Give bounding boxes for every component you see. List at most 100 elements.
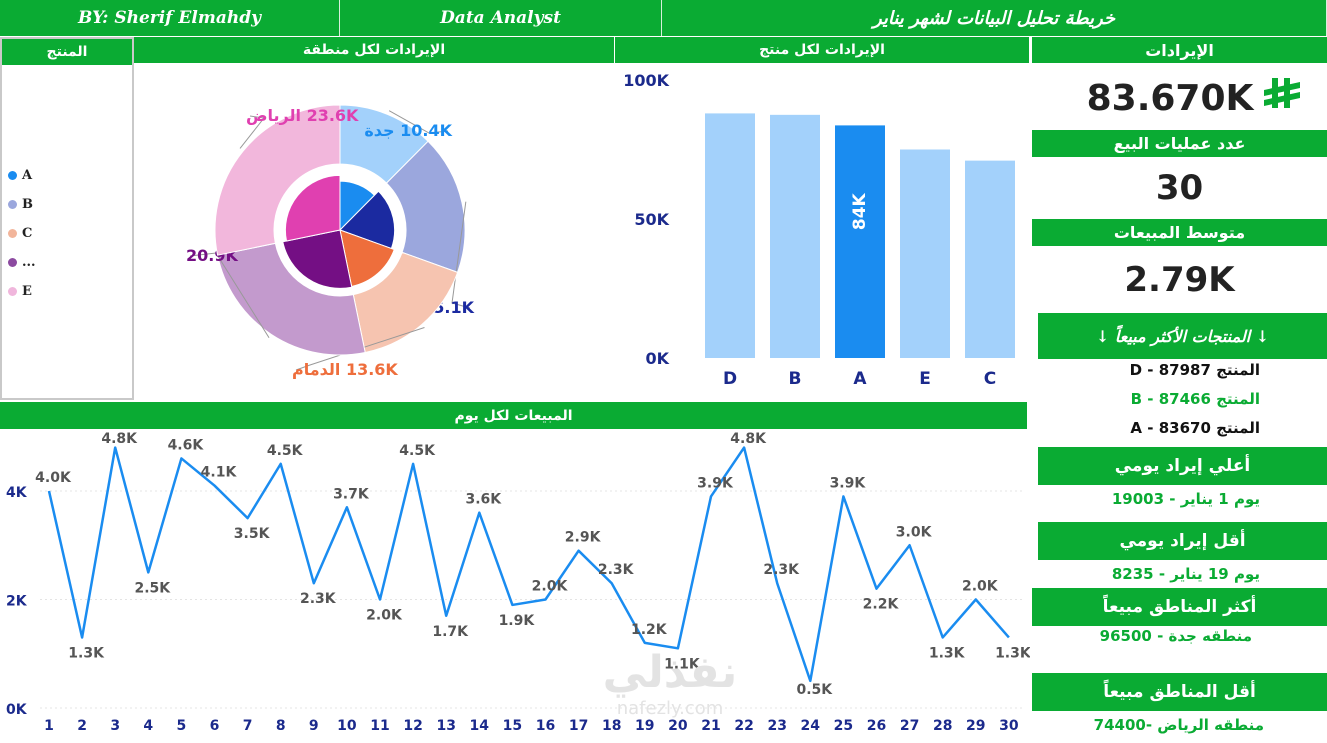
line-xtick-2: 2: [77, 718, 87, 734]
role-label: Data Analyst: [340, 0, 662, 36]
pie-inner-slice-3[interactable]: [282, 229, 353, 289]
line-data-label-30: 1.3K: [995, 645, 1030, 661]
line-xtick-9: 9: [309, 718, 319, 734]
slicer-item-0[interactable]: A: [8, 161, 36, 190]
line-data-label-29: 2.0K: [962, 579, 999, 595]
bar-xtick-A: A: [853, 369, 867, 389]
line-xtick-20: 20: [668, 718, 688, 734]
line-xtick-4: 4: [143, 718, 153, 734]
daily-sales-line[interactable]: [47, 446, 1010, 683]
line-data-label-20: 1.1K: [664, 656, 701, 672]
slicer-item-dot: [8, 171, 17, 180]
top-products-title: ↓ المنتجات الأكثر مبيعاً ↓: [1038, 313, 1327, 359]
pie-outer-slice-3[interactable]: [216, 242, 366, 356]
line-xtick-28: 28: [933, 718, 952, 734]
line-data-label-3: 4.8K: [101, 431, 138, 447]
daily-line-chart: 4K 2K 0K 4.0K 1 1.3K 2 4.8K 3 2.5K 4 4.6K 5 4.1K 6 3.5K…: [6, 431, 1030, 734]
min-daily-value: يوم 19 يناير - 8235: [1111, 565, 1260, 583]
line-data-label-5: 4.6K: [168, 437, 205, 453]
line-xtick-3: 3: [110, 718, 120, 734]
line-data-label-15: 1.9K: [499, 613, 536, 629]
bar-D[interactable]: [705, 113, 755, 358]
line-data-label-9: 2.3K: [300, 591, 337, 607]
bar-C[interactable]: [965, 160, 1015, 358]
line-xtick-19: 19: [635, 718, 654, 734]
pie-outer-slice-4[interactable]: [214, 104, 341, 256]
bar-A[interactable]: [835, 125, 885, 358]
line-data-label-10: 3.7K: [333, 486, 370, 502]
line-xtick-5: 5: [177, 718, 187, 734]
revenue-title: الإيرادات: [1032, 37, 1327, 63]
top-product-3: المنتج A - 83670: [1130, 419, 1260, 437]
line-data-label-16: 2.0K: [532, 579, 569, 595]
slicer-item-label: E: [22, 284, 32, 299]
line-data-label-6: 4.1K: [201, 465, 238, 481]
line-data-label-1: 4.0K: [35, 470, 72, 486]
slicer-item-dot: [8, 229, 17, 238]
pie-leader-line-2: [295, 327, 425, 371]
line-data-label-14: 3.6K: [465, 492, 502, 508]
low-region-title: أقل المناطق مبيعاً: [1032, 673, 1327, 711]
line-ytick-1: 2K: [6, 594, 28, 610]
line-xtick-13: 13: [436, 718, 455, 734]
line-data-label-24: 0.5K: [796, 682, 833, 698]
pie-inner-slice-1[interactable]: [339, 190, 396, 250]
pie-inner-slice-4[interactable]: [284, 174, 341, 242]
line-data-label-21: 3.9K: [697, 475, 734, 491]
bar-ytick-2: 0K: [645, 349, 669, 368]
slicer-item-2[interactable]: C: [8, 219, 36, 248]
line-xtick-30: 30: [999, 718, 1019, 734]
region-chart-title: الإيرادات لكل منطقة: [134, 37, 614, 63]
author-label: BY: Sherif Elmahdy: [0, 0, 340, 36]
line-data-label-23: 2.3K: [763, 562, 800, 578]
min-daily-title: أقل إيراد يومي: [1038, 522, 1327, 560]
line-xtick-18: 18: [602, 718, 621, 734]
slicer-title: المنتج: [2, 39, 132, 65]
bar-data-label: 84K: [850, 192, 870, 230]
bar-ytick-0: 100K: [623, 71, 669, 90]
dashboard-title: خريطة تحليل البيانات لشهر يناير: [662, 0, 1327, 36]
bar-xtick-E: E: [919, 369, 931, 389]
line-data-label-12: 4.5K: [399, 443, 436, 459]
top-product-2: المنتج B - 87466: [1130, 390, 1260, 408]
slicer-item-dot: [8, 258, 17, 267]
low-region-value: منطقه الرياض -74400: [1093, 716, 1264, 734]
bar-xtick-B: B: [789, 369, 802, 389]
line-xtick-6: 6: [210, 718, 220, 734]
max-daily-value: يوم 1 يناير - 19003: [1111, 490, 1260, 508]
slicer-item-dot: [8, 200, 17, 209]
line-xtick-8: 8: [276, 718, 286, 734]
line-xtick-22: 22: [734, 718, 753, 734]
daily-chart-title: المبيعات لكل يوم: [0, 402, 1027, 429]
slicer-item-1[interactable]: B: [8, 190, 36, 219]
pie-label-4: 23.6K الرياض: [246, 106, 359, 125]
line-xtick-7: 7: [243, 718, 253, 734]
line-data-label-7: 3.5K: [234, 526, 271, 542]
line-xtick-25: 25: [834, 718, 853, 734]
line-data-label-17: 2.9K: [565, 530, 602, 546]
line-xtick-16: 16: [536, 718, 555, 734]
slicer-item-label: A: [22, 168, 33, 183]
avg-sales-value: 2.79K: [1124, 260, 1235, 300]
line-xtick-26: 26: [867, 718, 886, 734]
line-xtick-15: 15: [503, 718, 522, 734]
line-xtick-12: 12: [403, 718, 422, 734]
slicer-item-label: B: [22, 197, 33, 212]
line-xtick-1: 1: [44, 718, 54, 734]
pie-leader-line-3: [189, 252, 270, 338]
line-ytick-2: 0K: [6, 702, 28, 718]
line-xtick-14: 14: [470, 718, 490, 734]
sales-count-title: عدد عمليات البيع: [1032, 130, 1327, 157]
bar-ytick-1: 50K: [634, 210, 669, 229]
line-xtick-21: 21: [701, 718, 720, 734]
slicer-item-3[interactable]: ...: [8, 248, 36, 277]
bar-E[interactable]: [900, 149, 950, 359]
pie-leader-line-1: [451, 201, 471, 309]
bar-B[interactable]: [770, 114, 820, 359]
line-data-label-19: 1.2K: [631, 622, 668, 638]
line-data-label-25: 3.9K: [830, 475, 867, 491]
pie-inner-slice-2[interactable]: [339, 229, 395, 288]
product-slicer[interactable]: المنتج A B C... E: [0, 37, 134, 400]
pie-leader-line-4: [239, 115, 265, 149]
slicer-item-4[interactable]: E: [8, 277, 36, 306]
